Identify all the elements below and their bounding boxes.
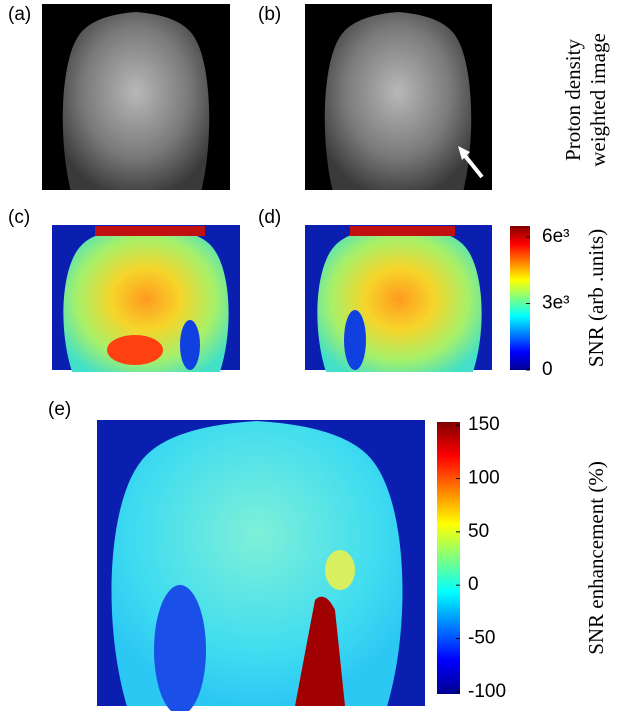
colorbar xyxy=(510,226,530,370)
tick-label: 0 xyxy=(468,574,479,595)
side-label: weighted image xyxy=(586,33,610,167)
colorbar-title: SNR enhancement (%) xyxy=(584,461,608,655)
tick-label: 3e³ xyxy=(542,293,569,314)
mri-image xyxy=(305,4,492,190)
panel-label: (e) xyxy=(48,399,71,420)
tick-label: -100 xyxy=(468,681,506,702)
tick-label: 150 xyxy=(468,414,500,435)
panel-label: (b) xyxy=(258,4,281,25)
tick-label: 6e³ xyxy=(542,226,569,247)
snr-map xyxy=(52,225,240,372)
tick-label: 50 xyxy=(468,521,489,542)
panel-label: (a) xyxy=(8,4,31,25)
arrow-head xyxy=(458,146,470,160)
panel-label: (c) xyxy=(8,207,30,228)
side-label: Proton density xyxy=(561,39,585,161)
colorbar-title: SNR (arb .units) xyxy=(584,229,608,367)
tick-label: -50 xyxy=(468,628,495,649)
tick-label: 100 xyxy=(468,468,500,489)
enhancement-map xyxy=(97,420,425,711)
tick-label: 0 xyxy=(542,359,553,380)
mri-image xyxy=(42,4,230,190)
snr-map xyxy=(305,225,492,372)
panel-label: (d) xyxy=(258,207,281,228)
colorbar xyxy=(437,422,460,694)
